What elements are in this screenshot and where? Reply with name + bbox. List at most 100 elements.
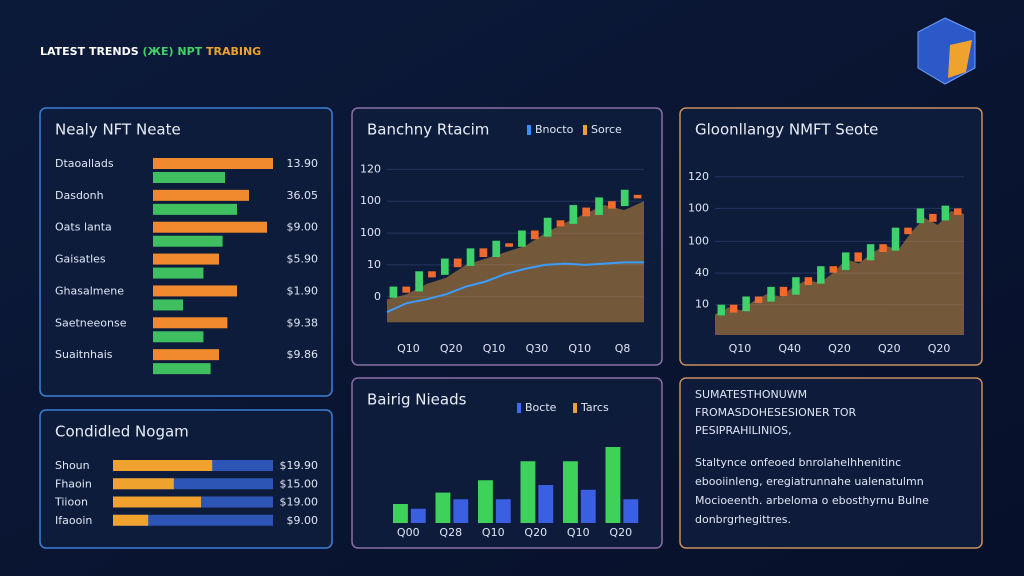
row-label: Oats lanta: [55, 221, 112, 234]
candle: [402, 286, 411, 293]
x-tick-label: Q00: [397, 526, 420, 539]
row-label: Suaitnhais: [55, 348, 113, 361]
candle: [742, 296, 750, 312]
row-value: $15.00: [280, 477, 319, 490]
text-heading: SUMATESTHONUWM: [695, 388, 807, 401]
bar: [153, 285, 237, 297]
bar: [153, 299, 183, 311]
row-label: Saetneeonse: [55, 316, 127, 329]
candle: [620, 189, 629, 207]
x-tick-label: Q10: [729, 342, 752, 355]
x-tick-label: Q20: [440, 342, 463, 355]
panel-title: Gloonllangy NMFT Seote: [695, 121, 878, 139]
text-body: donbrgrhegittres.: [695, 513, 791, 526]
bar: [153, 189, 249, 201]
panel-title: Banchny Rtacim: [367, 121, 489, 139]
bar: [153, 253, 219, 265]
candle: [415, 271, 423, 292]
x-tick-label: Q20: [524, 526, 547, 539]
candle: [817, 266, 825, 284]
bar: [113, 496, 201, 508]
candle: [492, 240, 501, 258]
candle: [518, 230, 526, 247]
candle: [556, 220, 565, 227]
bar: [153, 158, 273, 169]
candle: [754, 296, 763, 303]
bar: [153, 331, 204, 343]
candle: [929, 213, 937, 222]
x-tick-label: Q10: [568, 342, 591, 355]
bar: [580, 489, 596, 523]
x-tick-label: Q40: [778, 342, 801, 355]
bar: [153, 235, 223, 247]
row-label: Ghasalmene: [55, 284, 124, 297]
text-body: Staltynce onfeoed bnrolahelhhenitinc: [695, 456, 901, 469]
text-heading: PESIPRAHILINIOS,: [695, 424, 792, 437]
legend-swatch: [517, 403, 521, 413]
candle: [505, 243, 513, 247]
candle: [779, 286, 788, 297]
candle: [582, 207, 591, 217]
bar: [410, 508, 426, 523]
candle: [543, 217, 552, 237]
x-tick-label: Q30: [526, 342, 549, 355]
row-value: $9.38: [287, 316, 319, 329]
y-tick-label: 100: [688, 234, 709, 247]
bar: [623, 499, 639, 523]
legend-label: Sorce: [591, 123, 622, 136]
x-tick-label: Q10: [397, 342, 420, 355]
bar: [495, 499, 511, 523]
row-value: $19.90: [280, 459, 319, 472]
candle: [633, 194, 642, 199]
y-tick-label: 100: [360, 226, 381, 239]
y-tick-label: 10: [695, 298, 709, 311]
row-label: Gaisatles: [55, 253, 106, 266]
row-label: Fhaoin: [55, 477, 92, 490]
candle: [608, 201, 616, 209]
line: [386, 261, 644, 313]
title-part: TRABING: [206, 45, 261, 58]
y-tick-label: 120: [360, 162, 381, 175]
candle: [389, 286, 398, 298]
legend-label: Bnocto: [535, 123, 574, 136]
page-title: LATEST TRENDS (ЖЕ) NPT TRABING: [40, 45, 261, 58]
row-value: $9.00: [287, 221, 319, 234]
bar: [478, 480, 493, 523]
row-value: $1.90: [287, 284, 319, 297]
bar: [113, 514, 149, 526]
panel-title: Bairig Nieads: [367, 391, 467, 409]
candle: [954, 208, 962, 215]
bar-track: [113, 478, 273, 490]
legend-label: Bocte: [525, 401, 557, 414]
y-tick-label: 120: [688, 170, 709, 183]
x-tick-label: Q20: [878, 342, 901, 355]
legend-swatch: [573, 403, 577, 413]
y-tick-label: 40: [695, 266, 709, 279]
row-label: Dtaoallads: [55, 157, 114, 170]
bar: [113, 460, 213, 471]
x-tick-label: Q20: [609, 526, 632, 539]
candle: [866, 244, 875, 261]
bar: [113, 478, 174, 490]
title-part: LATEST TRENDS: [40, 45, 143, 58]
x-tick-label: Q20: [828, 342, 851, 355]
candle: [904, 227, 912, 235]
row-value: $9.00: [287, 514, 319, 527]
candle: [941, 205, 950, 221]
legend-label: Tarcs: [580, 401, 609, 414]
candle: [767, 286, 775, 302]
y-tick-label: 10: [367, 258, 381, 271]
candle: [854, 252, 862, 262]
candle: [453, 258, 462, 268]
text-heading: FROMASDOHESESIONER TOR: [695, 406, 856, 419]
logo: [917, 17, 976, 85]
row-value: 36.05: [287, 189, 319, 202]
area: [715, 211, 964, 335]
candle: [879, 244, 887, 253]
bar: [153, 363, 211, 375]
title-part: (ЖЕ) NPT: [143, 45, 206, 58]
bar: [153, 172, 225, 183]
row-value: $9.86: [287, 348, 319, 361]
bar: [153, 267, 204, 279]
